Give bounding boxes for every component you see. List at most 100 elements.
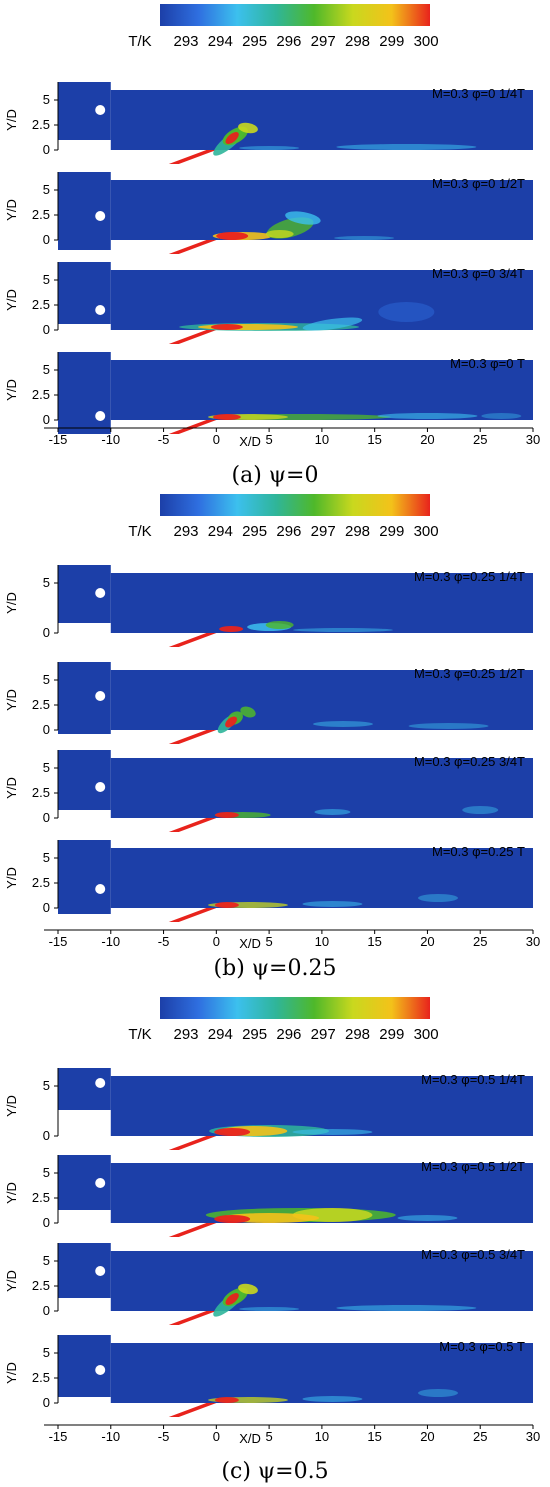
contour-region — [210, 324, 243, 330]
contour-region — [285, 211, 321, 225]
contour-region — [239, 146, 300, 150]
channel-region — [110, 1343, 534, 1403]
contour-panel — [54, 1068, 534, 1150]
y-tick-label: 5 — [43, 362, 50, 377]
colorbar-tick-label: 297 — [311, 1026, 336, 1043]
contour-region — [378, 302, 435, 322]
y-tick-label: 0 — [43, 625, 50, 640]
cylinder-marker — [95, 691, 106, 701]
y-tick-label: 2.5 — [32, 697, 50, 712]
coolant-hole — [168, 1403, 217, 1417]
x-axis — [44, 929, 534, 934]
x-tick-label: 5 — [265, 1429, 272, 1444]
channel-region — [110, 573, 534, 633]
y-axis-label: Y/D — [4, 109, 19, 131]
y-axis-label: Y/D — [4, 379, 19, 401]
x-axis-label: X/D — [239, 936, 261, 951]
x-axis-label: X/D — [239, 434, 261, 449]
contour-region — [302, 1396, 363, 1402]
contour-panel — [54, 1243, 534, 1325]
channel-region — [110, 360, 534, 420]
colorbar-tick-label: 296 — [276, 523, 301, 540]
panel-annotation: M=0.3 φ=0.25 1/2T — [414, 666, 525, 681]
panel-annotation: M=0.3 φ=0 1/2T — [432, 176, 525, 191]
coolant-hole — [168, 730, 217, 744]
y-tick-label: 5 — [43, 1078, 50, 1093]
contour-region — [214, 1128, 251, 1136]
contour-region — [418, 1389, 458, 1397]
colorbar-tick-label: 299 — [379, 33, 404, 50]
y-axis-label: Y/D — [4, 289, 19, 311]
contour-panel — [54, 262, 534, 344]
cylinder-marker — [95, 1178, 106, 1188]
channel-region — [110, 90, 534, 150]
x-tick-label: 10 — [315, 934, 329, 949]
colorbar-tick-label: 293 — [173, 1026, 198, 1043]
colorbar — [160, 997, 430, 1019]
y-tick-label: 2.5 — [32, 117, 50, 132]
cylinder-marker — [95, 411, 106, 421]
subfigure-caption: (c) ψ=0.5 — [221, 1459, 328, 1484]
y-tick-label: 0 — [43, 232, 50, 247]
contour-region — [239, 1307, 300, 1311]
colorbar-tick-label: 300 — [414, 1026, 439, 1043]
cylinder-marker — [95, 588, 106, 598]
y-tick-label: 2.5 — [32, 297, 50, 312]
x-tick-label: -5 — [158, 432, 170, 447]
x-tick-label: 0 — [213, 934, 220, 949]
contour-panel — [54, 565, 534, 647]
contour-region — [293, 628, 393, 632]
contour-region — [214, 1215, 251, 1223]
x-tick-label: 25 — [473, 432, 487, 447]
coolant-hole — [168, 1223, 217, 1237]
colorbar-tick-label: 297 — [311, 33, 336, 50]
x-tick-label: -15 — [49, 432, 68, 447]
colorbar-scale — [160, 997, 430, 1019]
x-tick-label: 30 — [526, 934, 540, 949]
x-tick-label: -10 — [101, 432, 120, 447]
colorbar-tick-label: 298 — [345, 523, 370, 540]
x-tick-label: -5 — [158, 1429, 170, 1444]
y-tick-label: 5 — [43, 92, 50, 107]
contour-region — [216, 232, 249, 240]
y-tick-label: 2.5 — [32, 207, 50, 222]
y-tick-label: 0 — [43, 322, 50, 337]
colorbar-tick-label: 295 — [242, 523, 267, 540]
y-tick-label: 2.5 — [32, 875, 50, 890]
contour-region — [408, 723, 489, 729]
cylinder-marker — [95, 105, 106, 115]
cylinder-marker — [95, 1365, 106, 1375]
panel-annotation: M=0.3 φ=0.25 T — [432, 844, 525, 859]
y-tick-label: 0 — [43, 810, 50, 825]
y-tick-label: 2.5 — [32, 1190, 50, 1205]
x-tick-label: 20 — [420, 1429, 434, 1444]
y-tick-label: 5 — [43, 1345, 50, 1360]
y-axis-label: Y/D — [4, 777, 19, 799]
channel-region — [110, 848, 534, 908]
panel-annotation: M=0.3 φ=0.5 3/4T — [421, 1247, 525, 1262]
colorbar-tick-label: 300 — [414, 523, 439, 540]
contour-panel — [54, 1335, 534, 1417]
x-tick-label: 30 — [526, 1429, 540, 1444]
y-axis-label: Y/D — [4, 1182, 19, 1204]
subfigure-caption: (b) ψ=0.25 — [214, 956, 337, 981]
y-tick-label: 2.5 — [32, 785, 50, 800]
contour-region — [481, 413, 522, 419]
x-axis-label: X/D — [239, 1431, 261, 1446]
y-tick-label: 5 — [43, 575, 50, 590]
colorbar-tick-label: 296 — [276, 1026, 301, 1043]
y-tick-label: 0 — [43, 900, 50, 915]
x-tick-label: 5 — [265, 934, 272, 949]
cylinder-marker — [95, 1078, 106, 1088]
x-tick-label: 0 — [213, 1429, 220, 1444]
colorbar-label: T/K — [128, 33, 151, 50]
plenum-block — [58, 1068, 111, 1110]
y-tick-label: 5 — [43, 672, 50, 687]
contour-region — [462, 806, 499, 814]
coolant-hole — [168, 240, 217, 254]
contour-panel — [54, 750, 534, 832]
colorbar — [160, 4, 430, 26]
contour-panel — [54, 840, 534, 922]
y-axis-label: Y/D — [4, 1095, 19, 1117]
contour-region — [313, 721, 373, 727]
